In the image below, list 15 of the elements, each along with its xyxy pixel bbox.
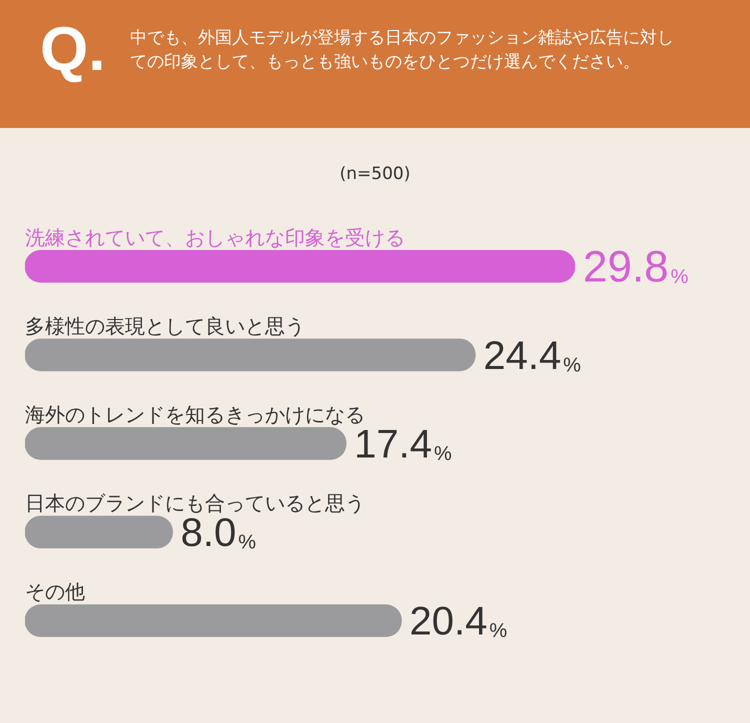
- chart-title: 中でも、外国人モデルが登場する日本のファッション雑誌や広告に対しての印象として、もっとも強いものをひとつだけ選んでください。: [130, 27, 675, 74]
- bar: [25, 427, 346, 460]
- bar: [25, 338, 476, 372]
- y-tick-label: 洗練されていて、おしゃれな印象を受ける: [25, 225, 405, 250]
- bar: [25, 516, 173, 548]
- data-label: 29.8%: [583, 242, 689, 292]
- bar: [25, 250, 575, 283]
- data-label: 20.4%: [410, 600, 508, 644]
- y-tick-label: 日本のブランドにも合っていると思う: [25, 491, 365, 516]
- chart-subtitle: (n=500): [338, 164, 412, 184]
- data-label: 24.4%: [483, 334, 582, 378]
- y-tick-label: 多様性の表現として良いと思う: [25, 314, 305, 338]
- text: Q.: [40, 14, 106, 85]
- y-tick-label: その他: [25, 580, 85, 604]
- bar: [25, 604, 402, 638]
